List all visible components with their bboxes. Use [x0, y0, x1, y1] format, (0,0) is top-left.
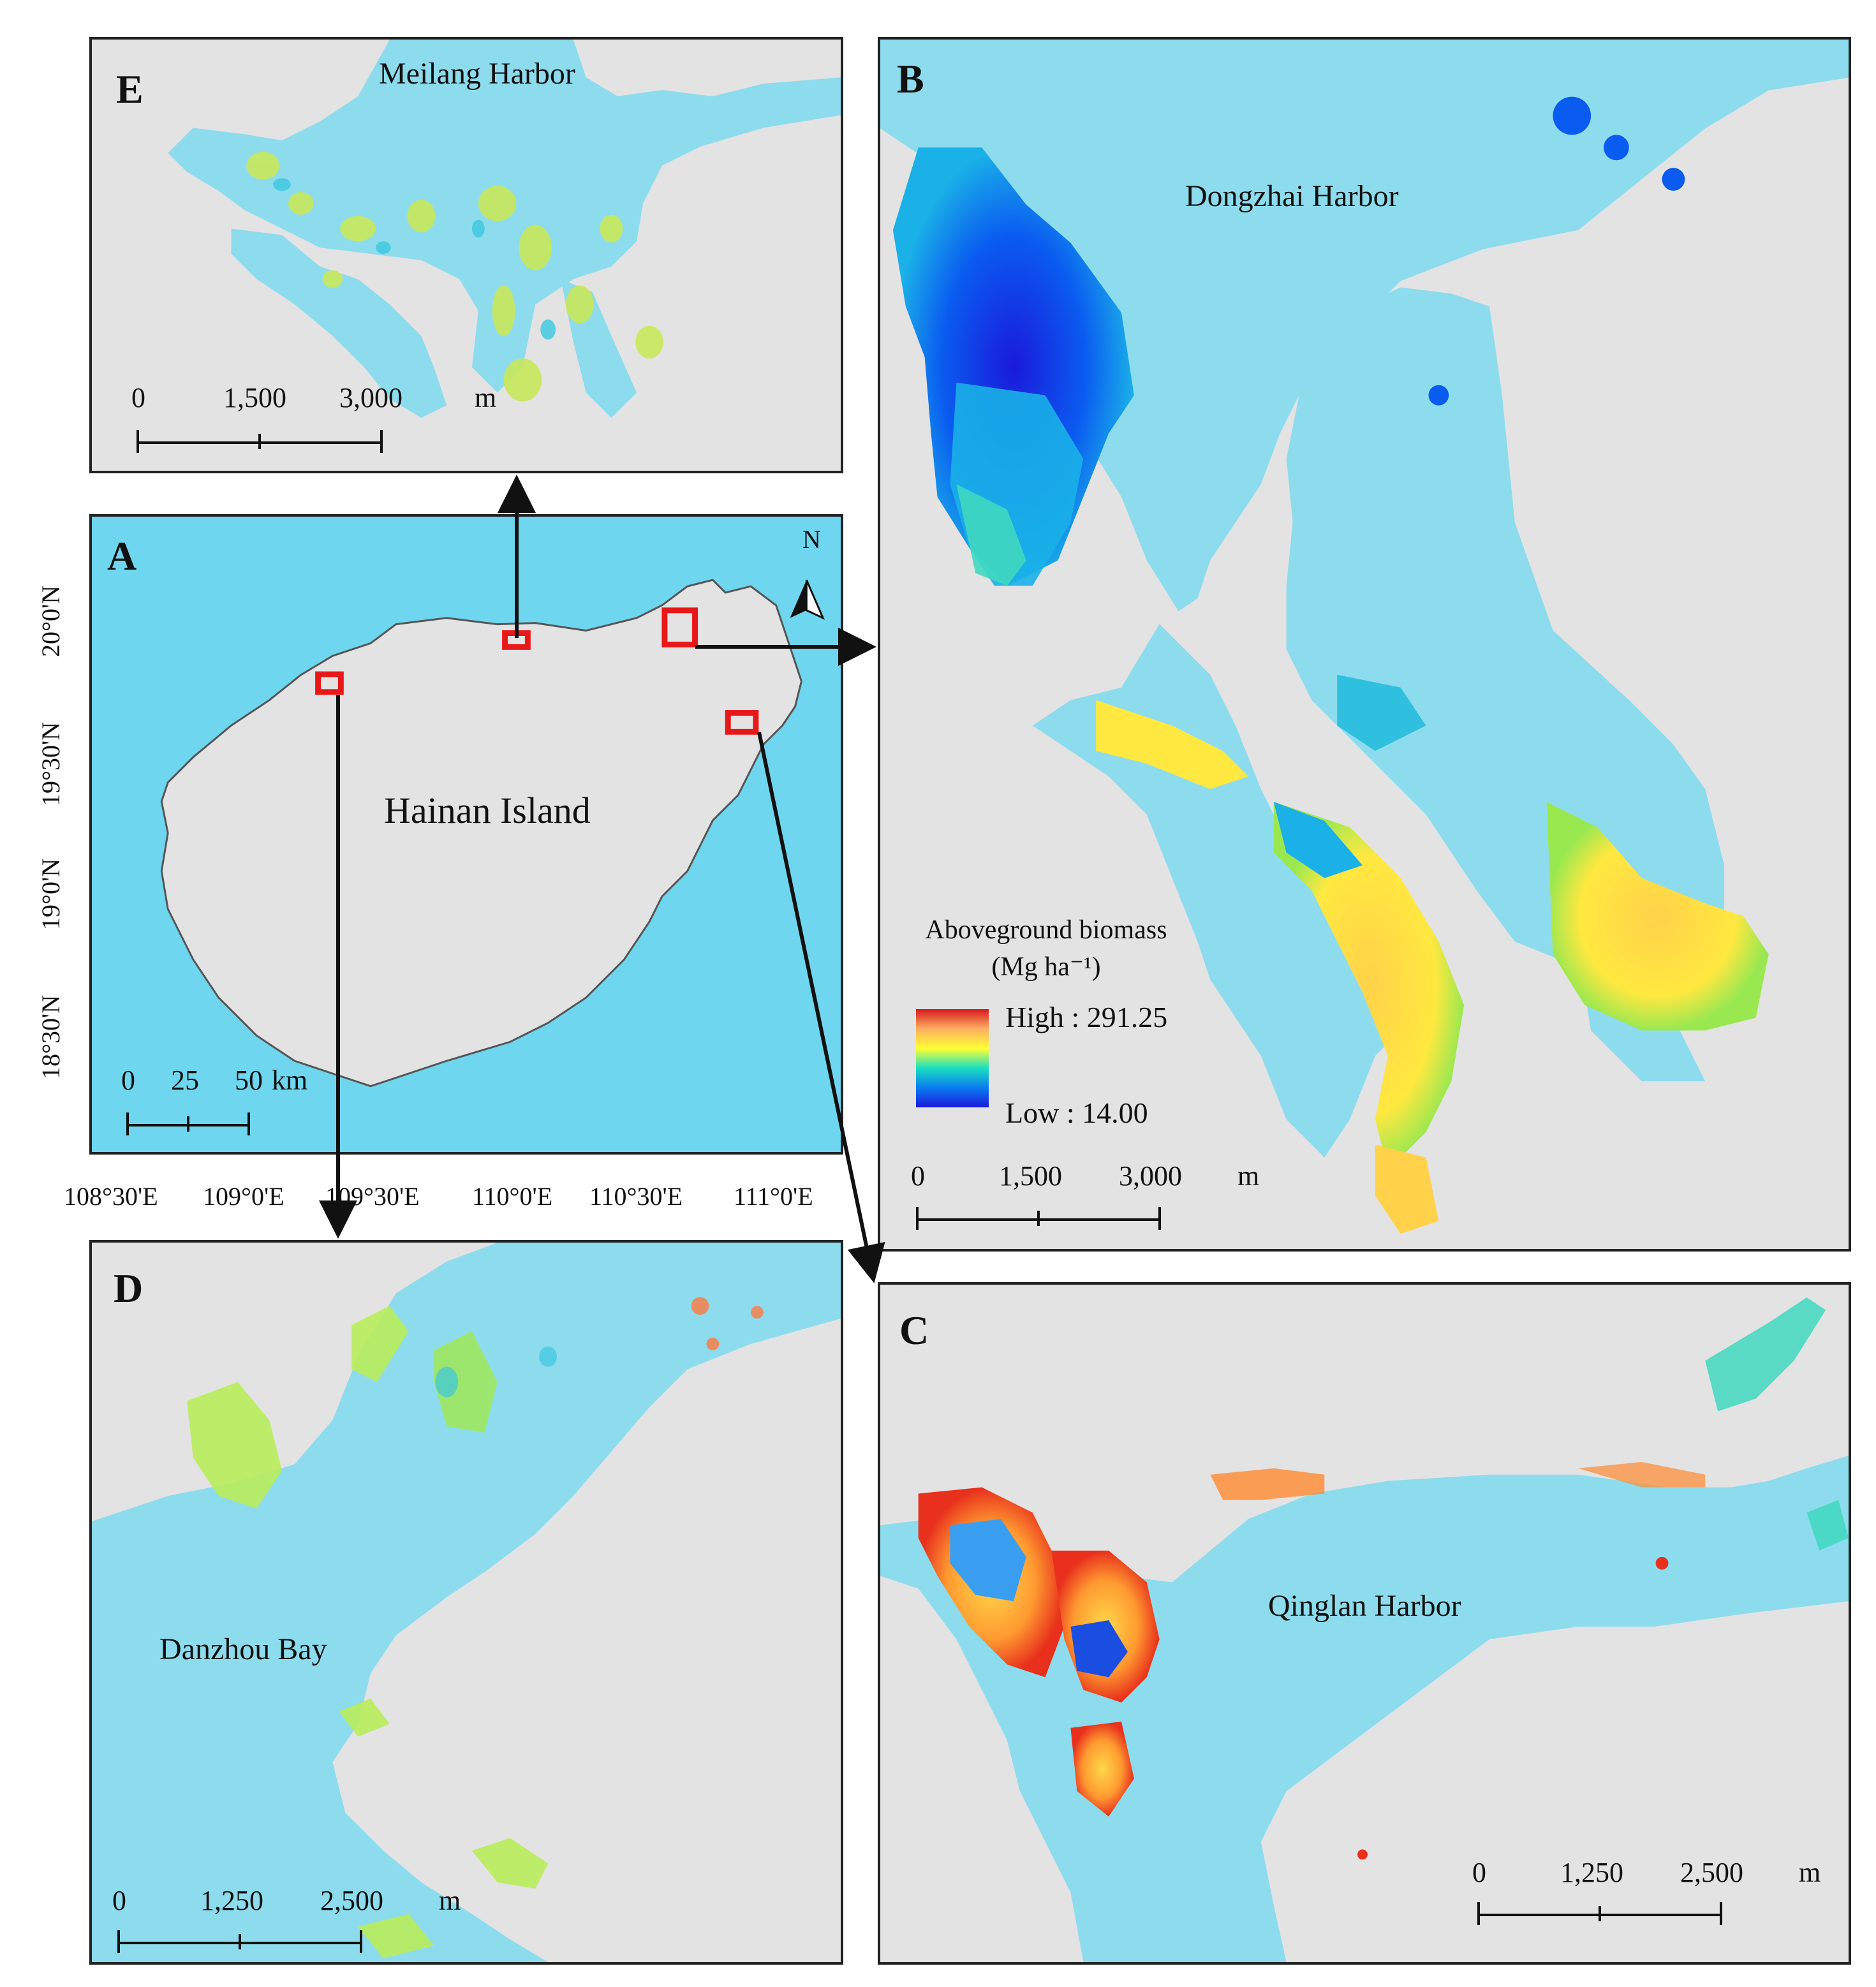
scalebar-a: 0 25 50 km — [121, 1065, 356, 1143]
lon-label-109-30e: 109°30'E — [325, 1182, 420, 1211]
lat-label-19-30n: 19°30'N — [36, 721, 65, 806]
inset-box-danzhou — [315, 671, 344, 695]
scalebar-b-unit: m — [1237, 1160, 1260, 1192]
panel-a-map — [92, 517, 841, 1152]
panel-a-hainan-island: A N Hainan Island 0 25 50 km — [89, 514, 843, 1155]
lon-label-111e: 111°0'E — [734, 1182, 813, 1211]
panel-title-qinglan-harbor: Qinglan Harbor — [1268, 1589, 1461, 1623]
legend: Aboveground biomass (Mg ha⁻¹) High : 291… — [906, 913, 1237, 1181]
scalebar-e: 0 1,500 3,000 m — [131, 382, 496, 461]
scalebar-d-tick-0: 0 — [112, 1885, 126, 1916]
panel-e-meilang-harbor: E Meilang Harbor 0 1,500 3,000 m — [89, 37, 843, 473]
scalebar-c-tick-1: 1,250 — [1560, 1857, 1623, 1888]
panel-label-c: C — [899, 1308, 929, 1353]
scalebar-a-tick-0: 0 — [121, 1065, 135, 1096]
north-label: N — [802, 525, 821, 554]
legend-high-label: High : 291.25 — [1005, 1001, 1168, 1033]
lon-label-110-30e: 110°30'E — [589, 1182, 683, 1211]
scalebar-c-unit: m — [1799, 1857, 1821, 1888]
panel-label-d: D — [114, 1266, 144, 1311]
panel-d-danzhou-bay: D Danzhou Bay 0 1,250 2,500 m — [89, 1240, 843, 1965]
legend-color-ramp — [916, 1009, 989, 1107]
scalebar-a-unit: km — [272, 1065, 308, 1096]
scalebar-b-tick-2: 3,000 — [1119, 1160, 1182, 1192]
scalebar-e-tick-2: 3,000 — [339, 382, 403, 413]
panel-e-map — [92, 40, 841, 471]
panel-d-map — [92, 1243, 841, 1962]
scalebar-d-tick-1: 1,250 — [200, 1885, 263, 1916]
legend-title-line1: Aboveground biomass — [925, 915, 1167, 945]
panel-title-hainan-island: Hainan Island — [384, 790, 591, 831]
lat-label-18-30n: 18°30'N — [36, 994, 65, 1079]
legend-low-label: Low : 14.00 — [1005, 1097, 1148, 1129]
panel-label-b: B — [897, 56, 924, 101]
panel-c-qinglan-harbor: C Qinglan Harbor 0 1,250 2,500 m — [878, 1282, 1851, 1965]
scalebar-a-tick-1: 25 — [171, 1065, 199, 1096]
panel-b-dongzhai-harbor: B Dongzhai Harbor Aboveground biomass (M… — [878, 37, 1851, 1252]
scalebar-e-tick-1: 1,500 — [223, 382, 286, 413]
scalebar-d-unit: m — [439, 1885, 461, 1916]
panel-title-danzhou-bay: Danzhou Bay — [159, 1632, 327, 1666]
scalebar-c-tick-2: 2,500 — [1680, 1857, 1743, 1888]
panel-label-a: A — [107, 533, 137, 579]
panel-label-e: E — [116, 66, 144, 112]
scalebar-b: 0 1,500 3,000 m — [911, 1160, 1273, 1239]
scalebar-b-tick-1: 1,500 — [999, 1160, 1062, 1192]
panel-b-map — [880, 40, 1849, 1249]
scalebar-c: 0 1,250 2,500 m — [1472, 1857, 1835, 1935]
scalebar-b-tick-0: 0 — [911, 1160, 925, 1192]
panel-c-map — [880, 1285, 1849, 1962]
lat-label-19n: 19°0'N — [36, 858, 65, 930]
lat-label-20n: 20°0'N — [36, 585, 65, 657]
scalebar-e-tick-0: 0 — [131, 382, 145, 413]
scalebar-c-tick-0: 0 — [1472, 1857, 1486, 1888]
legend-title-line2: (Mg ha⁻¹) — [991, 952, 1101, 982]
panel-title-dongzhai-harbor: Dongzhai Harbor — [1185, 179, 1399, 213]
lon-label-109e: 109°0'E — [203, 1182, 284, 1211]
lon-label-108-30e: 108°30'E — [64, 1182, 158, 1211]
panel-title-meilang-harbor: Meilang Harbor — [379, 57, 575, 91]
lon-label-110e: 110°0'E — [472, 1182, 553, 1211]
scalebar-d-tick-2: 2,500 — [320, 1885, 383, 1916]
inset-box-qinglan — [725, 710, 759, 735]
inset-box-dongzhai — [661, 607, 698, 647]
scalebar-e-unit: m — [475, 382, 497, 413]
scalebar-a-tick-2: 50 — [235, 1065, 263, 1096]
scalebar-d: 0 1,250 2,500 m — [112, 1885, 475, 1962]
